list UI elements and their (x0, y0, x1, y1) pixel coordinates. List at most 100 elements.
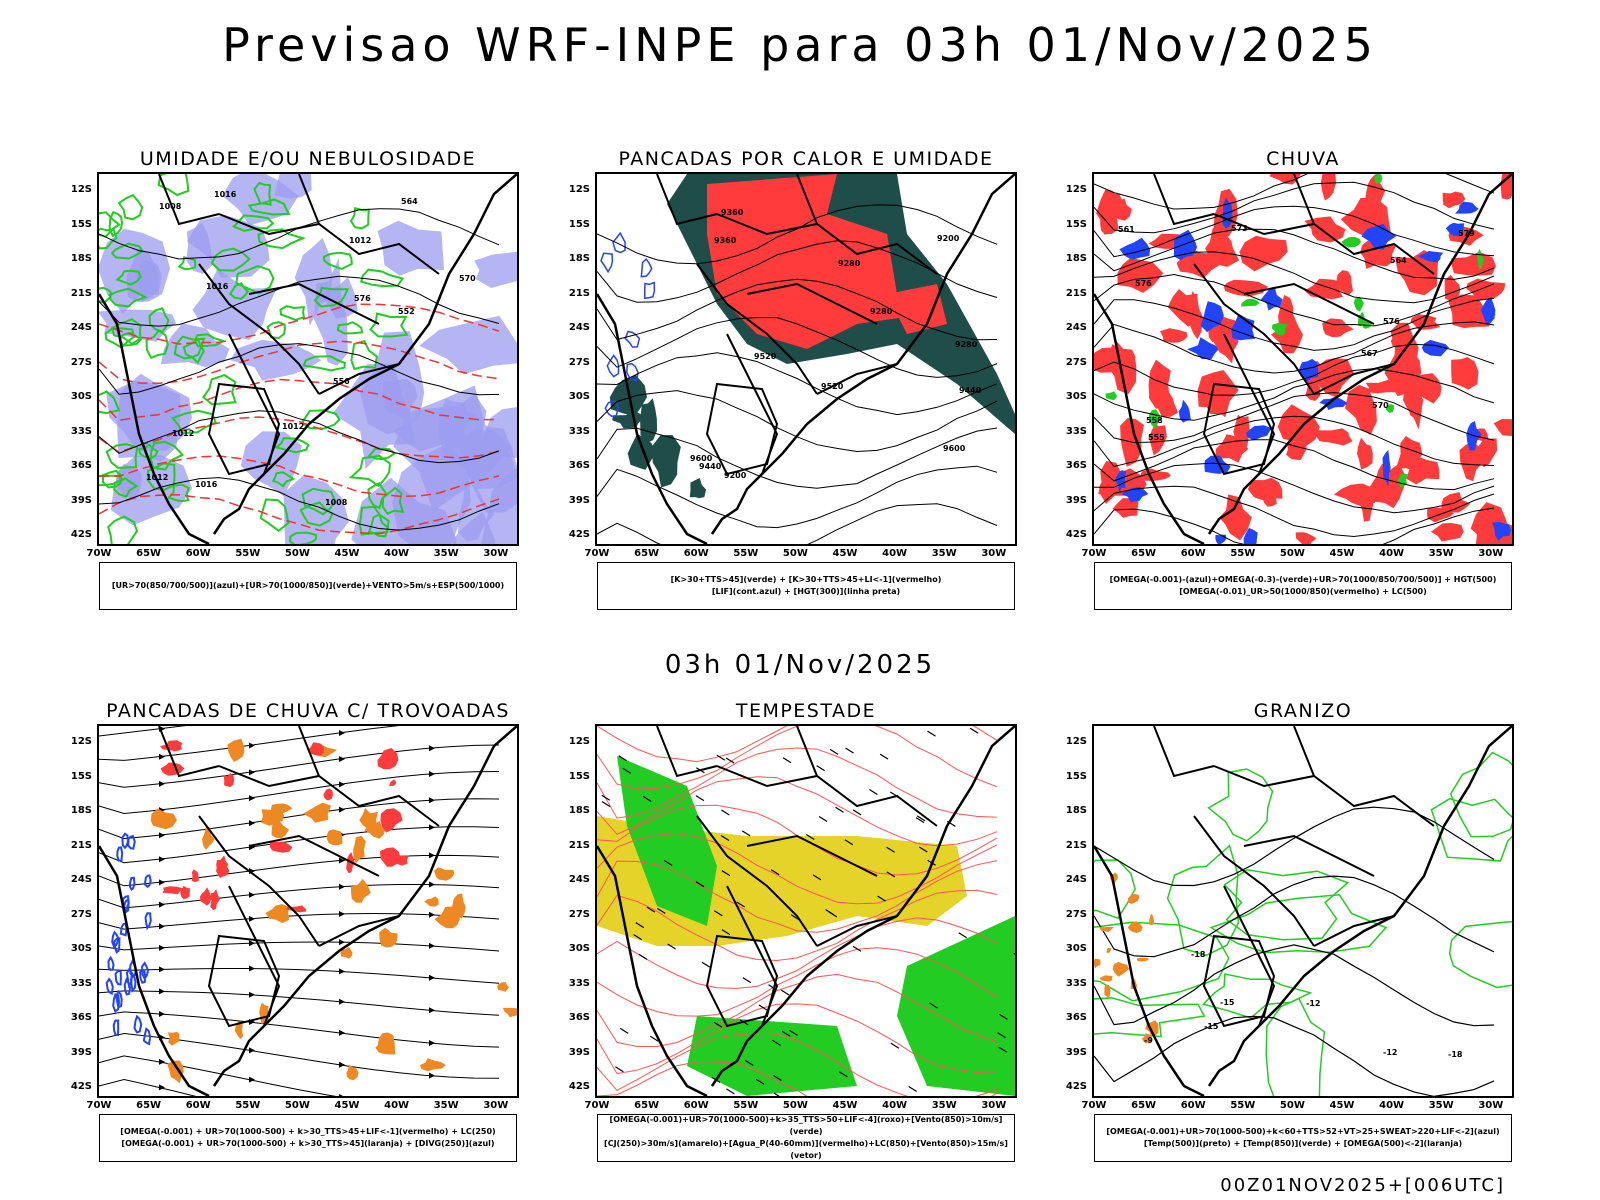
humidity-green-contour (149, 440, 185, 471)
wind-vector (825, 909, 834, 916)
panel-chuva: CHUVA 576 576 573 570 567 564 561 558 555 579 [OM… (1057, 148, 1527, 618)
wind-vector (886, 846, 895, 853)
rain-red-area (1395, 250, 1439, 296)
flow-arrow (339, 939, 345, 946)
geopotential-contour (597, 465, 998, 529)
rain-red-area (1223, 279, 1268, 297)
lon-tick-label: 40W (882, 548, 908, 559)
lon-tick-label: 55W (733, 548, 759, 559)
wind-vector (829, 748, 839, 755)
thunder-red-area (162, 886, 187, 895)
height-contour (1094, 462, 1495, 514)
divergence-contour (115, 989, 123, 1009)
flow-arrow (159, 1058, 165, 1065)
wind-vector (619, 1027, 629, 1034)
rain-blue-area (1243, 527, 1258, 544)
rain-blue-area (1455, 201, 1479, 214)
humidity-green-contour (99, 474, 122, 487)
humidity-blue-area (419, 315, 517, 375)
humidity-green-contour (107, 515, 139, 544)
thunder-red-area (388, 779, 397, 786)
thunder-orange-area (379, 927, 398, 948)
humidity-green-contour (148, 307, 170, 334)
humidity-green-contour (367, 447, 397, 461)
wind-vector (663, 859, 673, 866)
rain-red-area (1160, 328, 1188, 343)
lat-tick-label: 21S (70, 839, 92, 851)
flow-arrow (159, 1084, 165, 1091)
temp500-contour (1094, 1015, 1495, 1096)
streamline-red (597, 776, 998, 847)
lat-tick-label: 33S (568, 977, 590, 989)
flow-arrow (429, 974, 435, 981)
rain-red-area (1316, 428, 1353, 446)
humidity-green-contour (348, 454, 391, 488)
omega-orange-area (1112, 961, 1130, 977)
wind-vector (997, 1032, 1006, 1039)
lifted-index-contour (606, 354, 620, 378)
temp850-contour (1430, 797, 1512, 862)
divergence-contour (143, 874, 152, 889)
lat-tick-label: 42S (1065, 1081, 1087, 1092)
lon-tick-label: 70W (584, 548, 610, 559)
thunder-orange-area (346, 1064, 359, 1081)
rain-red-area (1322, 318, 1354, 338)
flow-arrow (339, 729, 345, 736)
contour-label: 9600 (943, 444, 966, 453)
wind-vector (969, 727, 979, 734)
rain-red-area (1167, 289, 1198, 327)
flow-arrow (429, 881, 435, 888)
humidity-green-contour (113, 477, 139, 499)
geopotential-contour (597, 317, 998, 378)
rain-red-area (1320, 174, 1336, 201)
temp850-contour (1207, 768, 1274, 842)
contour-label: 579 (1458, 229, 1475, 238)
thunder-red-area (210, 889, 220, 910)
wind-vector (713, 1021, 723, 1028)
omega-orange-area (1098, 926, 1115, 932)
contour-label: 9280 (838, 259, 861, 268)
lon-tick-label: 55W (235, 1100, 261, 1111)
lon-tick-label: 50W (284, 548, 310, 559)
lat-tick-label: 36S (568, 460, 590, 471)
contour-label: 1012 (172, 429, 194, 438)
lat-tick-label: 12S (568, 736, 590, 747)
streamline-red (597, 860, 998, 933)
thunder-orange-area (353, 835, 366, 864)
wind-vector (770, 869, 780, 876)
omega-orange-area (1127, 921, 1143, 933)
contour-label: 564 (401, 197, 418, 206)
rain-green-area (1477, 248, 1484, 271)
thunder-orange-area (326, 829, 343, 846)
wind-vector (622, 767, 632, 774)
streamline-red (597, 917, 998, 989)
flow-arrow (339, 1061, 345, 1068)
contour-label: 576 (1135, 279, 1152, 288)
rain-red-area (1197, 370, 1239, 418)
wind-vector (656, 907, 666, 914)
lat-tick-label: 36S (70, 460, 92, 471)
flow-arrow (159, 923, 165, 930)
rain-blue-area (1382, 449, 1391, 487)
rain-red-area (1451, 357, 1479, 390)
rain-blue-area (1445, 222, 1465, 236)
lat-tick-label: 30S (70, 391, 92, 402)
lon-tick-label: 45W (334, 1100, 360, 1111)
lat-tick-label: 24S (568, 322, 590, 333)
lon-tick-label: 65W (136, 548, 162, 559)
thunder-red-area (216, 855, 229, 874)
flow-arrow (159, 1010, 165, 1017)
lat-tick-label: 30S (568, 391, 590, 402)
lat-tick-label: 15S (568, 770, 590, 782)
coastline (1094, 174, 1512, 544)
wind-vector (721, 929, 731, 936)
coastline (1094, 726, 1512, 1096)
flow-arrow (159, 988, 165, 995)
contour-label: -12 (1306, 999, 1320, 1008)
rain-red-area (1295, 532, 1317, 544)
divergence-contour (144, 912, 152, 931)
wind-vector (725, 757, 735, 764)
lat-tick-label: 15S (1065, 770, 1087, 782)
panel-pancadas-calor: PANCADAS POR CALOR E UMIDADE 9600 9520 960… (560, 148, 1030, 618)
rain-blue-area (1200, 301, 1224, 333)
